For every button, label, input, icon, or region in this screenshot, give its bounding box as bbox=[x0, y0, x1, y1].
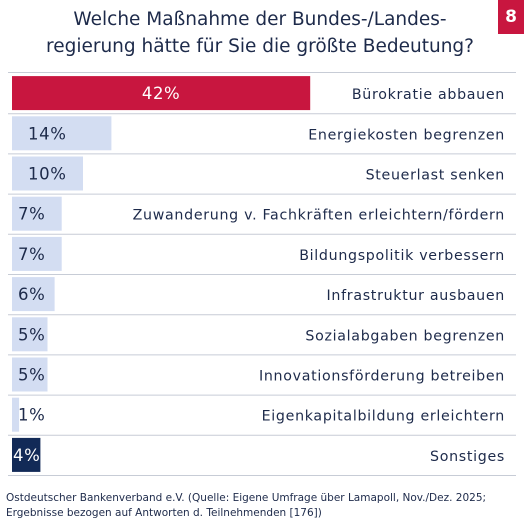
source-line-1: Ostdeutscher Bankenverband e.V. (Quelle:… bbox=[6, 492, 487, 504]
bar bbox=[12, 357, 48, 392]
bar bbox=[12, 277, 55, 312]
bar-row: 4% Sonstiges bbox=[8, 437, 516, 476]
category-label: Sonstiges bbox=[430, 449, 505, 465]
bar-row: 5% Sozialabgaben begrenzen bbox=[8, 317, 516, 356]
bar-row: 7% Zuwanderung v. Fachkräften erleichtern… bbox=[8, 196, 516, 235]
chart-title-line-1: Welche Maßnahme der Bundes-/Landes- bbox=[73, 9, 447, 30]
page-number-badge: 8 bbox=[498, 0, 524, 34]
bar bbox=[12, 437, 41, 472]
bar-row: 42% Bürokratie abbauen bbox=[8, 76, 516, 115]
bar bbox=[12, 76, 311, 111]
bar-value-label: 6% bbox=[18, 285, 45, 304]
bar-value-label: 4% bbox=[13, 446, 40, 465]
bar-value-label: 5% bbox=[18, 366, 45, 385]
bar-row: 14% Energiekosten begrenzen bbox=[8, 116, 516, 155]
bar bbox=[12, 196, 62, 231]
category-label: Sozialabgaben begrenzen bbox=[305, 328, 505, 344]
bar-row: 10% Steuerlast senken bbox=[8, 156, 516, 195]
bar-value-label: 10% bbox=[28, 165, 66, 184]
category-label: Infrastruktur ausbauen bbox=[327, 288, 505, 304]
bar-value-label: 7% bbox=[18, 205, 45, 224]
bar-value-label: 1% bbox=[18, 406, 45, 425]
bar bbox=[12, 397, 20, 432]
category-label: Energiekosten begrenzen bbox=[308, 127, 505, 143]
category-label: Bürokratie abbauen bbox=[352, 87, 505, 103]
chart-title-line-2: regierung hätte für Sie die größte Bedeu… bbox=[46, 36, 474, 57]
bar-row: 7% Bildungspolitik verbessern bbox=[8, 236, 516, 275]
source-note: Ostdeutscher Bankenverband e.V. (Quelle:… bbox=[6, 491, 518, 521]
bar-value-label: 7% bbox=[18, 245, 45, 264]
bar-row: 6% Infrastruktur ausbauen bbox=[8, 277, 516, 316]
bar bbox=[12, 236, 62, 271]
category-label: Bildungspolitik verbessern bbox=[299, 248, 505, 264]
category-label: Eigenkapitalbildung erleichtern bbox=[262, 409, 505, 425]
bar-row: 1% Eigenkapitalbildung erleichtern bbox=[8, 397, 516, 436]
bar bbox=[12, 156, 83, 191]
chart-title: Welche Maßnahme der Bundes-/Landes- regi… bbox=[30, 6, 490, 60]
bar-value-label: 42% bbox=[142, 84, 180, 103]
bar-chart: 42% Bürokratie abbauen 14% Energiekosten be… bbox=[8, 72, 516, 476]
bar bbox=[12, 116, 112, 151]
bar-value-label: 5% bbox=[18, 325, 45, 344]
bar-value-label: 14% bbox=[28, 124, 66, 143]
category-label: Innovationsförderung betreiben bbox=[259, 369, 505, 385]
bar-row: 5% Innovationsförderung betreiben bbox=[8, 357, 516, 396]
category-label: Zuwanderung v. Fachkräften erleichtern/f… bbox=[133, 208, 505, 224]
source-line-2: Ergebnisse bezogen auf Antworten d. Teil… bbox=[6, 507, 322, 519]
bar bbox=[12, 317, 48, 352]
category-label: Steuerlast senken bbox=[366, 168, 505, 184]
